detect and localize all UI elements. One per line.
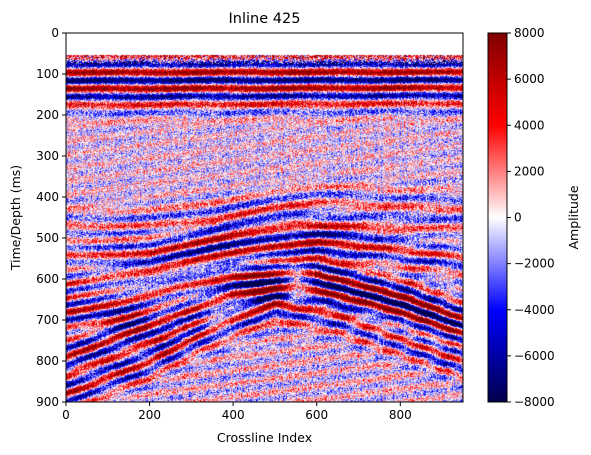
y-tick-label: 100 [36, 67, 59, 81]
y-tick-label: 500 [36, 231, 59, 245]
y-tick-label: 0 [51, 26, 59, 40]
colorbar-tick-label: −2000 [514, 257, 555, 271]
y-tick-label: 600 [36, 272, 59, 286]
y-axis-label: Time/Depth (ms) [8, 165, 23, 271]
heatmap-image [66, 33, 463, 402]
y-tick-label: 300 [36, 149, 59, 163]
x-tick-label: 200 [138, 408, 161, 422]
colorbar-tick-label: 6000 [514, 72, 545, 86]
x-axis-label: Crossline Index [217, 430, 312, 445]
colorbar-tick-label: 2000 [514, 164, 545, 178]
y-tick-label: 900 [36, 395, 59, 409]
plot-frame [65, 32, 464, 403]
x-tick-label: 800 [389, 408, 412, 422]
y-tick-label: 800 [36, 354, 59, 368]
chart-title: Inline 425 [229, 11, 301, 27]
x-tick-label: 600 [305, 408, 328, 422]
x-axis: 0 200 400 600 800 [62, 402, 412, 422]
colorbar [487, 32, 508, 403]
x-tick-label: 400 [222, 408, 245, 422]
colorbar-tick-label: −8000 [514, 395, 555, 409]
colorbar-tick-label: −4000 [514, 303, 555, 317]
colorbar-label: Amplitude [566, 185, 581, 249]
colorbar-tick-label: 0 [514, 211, 522, 225]
y-axis: 0 100 200 300 400 500 600 700 800 900 [36, 26, 66, 409]
colorbar-axis: 8000 6000 4000 2000 0 −2000 −4000 −6000 −8000 [507, 26, 555, 409]
colorbar-tick-label: 8000 [514, 26, 545, 40]
y-tick-label: 400 [36, 190, 59, 204]
y-tick-label: 200 [36, 108, 59, 122]
colorbar-tick-label: 4000 [514, 118, 545, 132]
seismic-heatmap [66, 33, 463, 402]
colorbar-tick-label: −6000 [514, 349, 555, 363]
y-tick-label: 700 [36, 313, 59, 327]
x-tick-label: 0 [62, 408, 70, 422]
